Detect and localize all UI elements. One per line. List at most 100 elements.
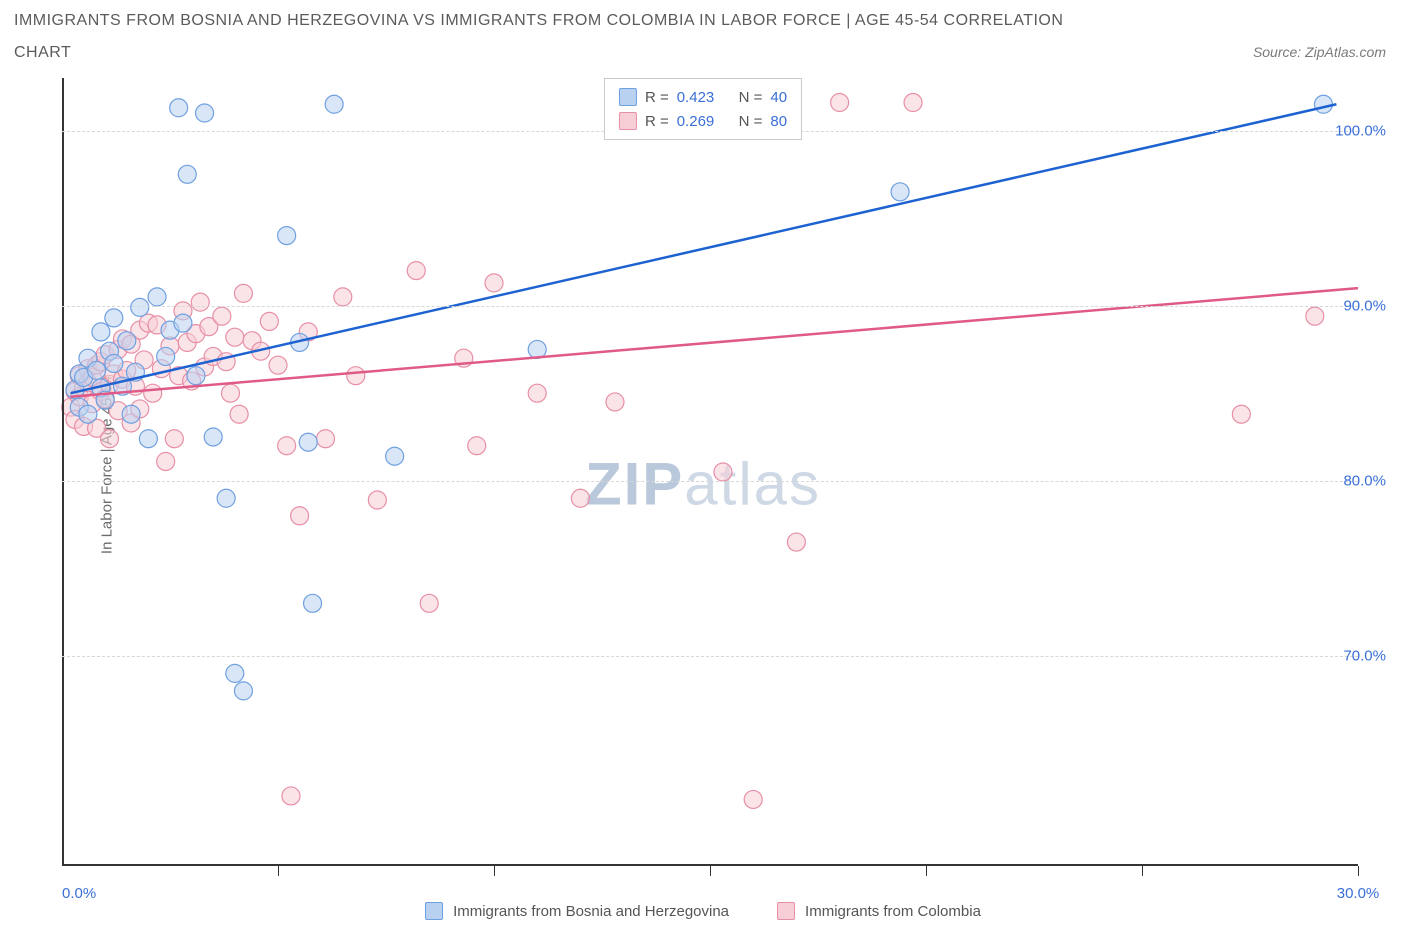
- data-point: [291, 507, 309, 525]
- data-point: [407, 262, 425, 280]
- data-point: [196, 104, 214, 122]
- n-label: N =: [739, 89, 763, 106]
- series-legend: Immigrants from Bosnia and Herzegovina I…: [0, 902, 1406, 920]
- legend-row-a: R = 0.423 N = 40: [619, 85, 787, 109]
- data-point: [122, 405, 140, 423]
- data-point: [325, 95, 343, 113]
- data-point: [278, 437, 296, 455]
- data-point: [101, 430, 119, 448]
- data-point: [282, 787, 300, 805]
- legend-item-b: Immigrants from Colombia: [777, 902, 981, 920]
- r-value-a: 0.423: [677, 89, 715, 106]
- data-point: [144, 384, 162, 402]
- data-point: [368, 491, 386, 509]
- data-point: [139, 430, 157, 448]
- r-label: R =: [645, 113, 669, 130]
- legend-item-a: Immigrants from Bosnia and Herzegovina: [425, 902, 729, 920]
- data-point: [1306, 307, 1324, 325]
- data-point: [92, 323, 110, 341]
- data-point: [174, 314, 192, 332]
- legend-row-b: R = 0.269 N = 80: [619, 109, 787, 133]
- gridline: [62, 656, 1358, 657]
- r-label: R =: [645, 89, 669, 106]
- x-tick: [926, 866, 927, 876]
- data-point: [317, 430, 335, 448]
- swatch-b: [777, 902, 795, 920]
- data-point: [187, 367, 205, 385]
- data-point: [226, 328, 244, 346]
- x-tick: [1142, 866, 1143, 876]
- data-point: [79, 405, 97, 423]
- data-point: [714, 463, 732, 481]
- data-point: [105, 309, 123, 327]
- data-point: [528, 384, 546, 402]
- data-point: [485, 274, 503, 292]
- correlation-legend: R = 0.423 N = 40 R = 0.269 N = 80: [604, 78, 802, 140]
- data-point: [191, 293, 209, 311]
- y-tick-label: 70.0%: [1343, 647, 1386, 664]
- data-point: [1314, 95, 1332, 113]
- data-point: [88, 361, 106, 379]
- gridline: [62, 306, 1358, 307]
- x-tick-label: 30.0%: [1337, 885, 1380, 902]
- data-point: [157, 347, 175, 365]
- data-point: [213, 307, 231, 325]
- data-point: [204, 428, 222, 446]
- data-point: [468, 437, 486, 455]
- data-point: [148, 288, 166, 306]
- x-tick-label: 0.0%: [62, 885, 96, 902]
- gridline: [62, 481, 1358, 482]
- n-value-b: 80: [770, 113, 787, 130]
- x-tick: [494, 866, 495, 876]
- data-point: [170, 99, 188, 117]
- data-point: [787, 533, 805, 551]
- data-point: [1232, 405, 1250, 423]
- swatch-a: [425, 902, 443, 920]
- data-point: [234, 682, 252, 700]
- data-point: [269, 356, 287, 374]
- x-tick: [710, 866, 711, 876]
- data-point: [831, 94, 849, 112]
- data-point: [304, 594, 322, 612]
- data-point: [420, 594, 438, 612]
- scatter-plot: [62, 78, 1358, 866]
- data-point: [278, 227, 296, 245]
- data-point: [334, 288, 352, 306]
- data-point: [131, 298, 149, 316]
- x-tick: [1358, 866, 1359, 876]
- data-point: [571, 489, 589, 507]
- source-label: Source: ZipAtlas.com: [1253, 44, 1386, 60]
- swatch-a: [619, 88, 637, 106]
- data-point: [386, 447, 404, 465]
- legend-label-b: Immigrants from Colombia: [805, 903, 981, 920]
- y-tick-label: 80.0%: [1343, 472, 1386, 489]
- y-axis: [62, 78, 64, 866]
- chart-title: IMMIGRANTS FROM BOSNIA AND HERZEGOVINA V…: [14, 12, 1063, 30]
- data-point: [165, 430, 183, 448]
- data-point: [118, 332, 136, 350]
- data-point: [606, 393, 624, 411]
- data-point: [217, 489, 235, 507]
- data-point: [105, 354, 123, 372]
- data-point: [891, 183, 909, 201]
- data-point: [744, 790, 762, 808]
- data-point: [226, 664, 244, 682]
- r-value-b: 0.269: [677, 113, 715, 130]
- swatch-b: [619, 112, 637, 130]
- n-label: N =: [739, 113, 763, 130]
- data-point: [221, 384, 239, 402]
- chart-subtitle: CHART: [14, 44, 71, 62]
- n-value-a: 40: [770, 89, 787, 106]
- legend-label-a: Immigrants from Bosnia and Herzegovina: [453, 903, 729, 920]
- data-point: [904, 94, 922, 112]
- y-tick-label: 90.0%: [1343, 297, 1386, 314]
- data-point: [260, 312, 278, 330]
- data-point: [178, 165, 196, 183]
- y-tick-label: 100.0%: [1335, 122, 1386, 139]
- x-tick: [278, 866, 279, 876]
- chart-container: IMMIGRANTS FROM BOSNIA AND HERZEGOVINA V…: [0, 0, 1406, 930]
- trendline: [71, 104, 1337, 393]
- data-point: [230, 405, 248, 423]
- data-point: [234, 284, 252, 302]
- data-point: [299, 433, 317, 451]
